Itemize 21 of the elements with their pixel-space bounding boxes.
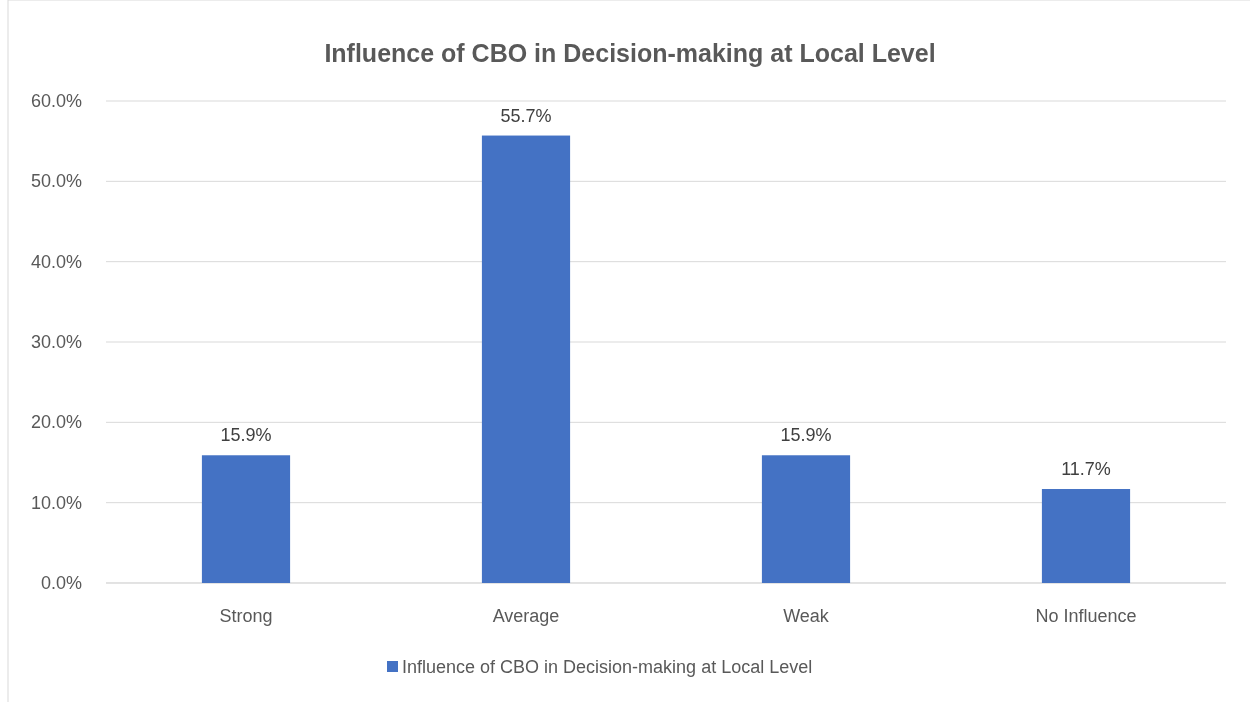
y-tick-label: 50.0%: [30, 171, 82, 192]
x-tick-label: Strong: [219, 606, 273, 626]
bar: [1041, 489, 1131, 583]
data-label: 15.9%: [220, 425, 272, 446]
x-tick-label: No Influence: [1035, 606, 1137, 626]
y-tick-label: 20.0%: [30, 412, 82, 433]
x-tick-label: Average: [492, 606, 560, 626]
data-label: 55.7%: [500, 105, 552, 126]
bar: [201, 455, 291, 583]
bar: [481, 135, 571, 583]
legend-label: Influence of CBO in Decision-making at Local Level: [402, 657, 813, 677]
y-tick-label: 0.0%: [40, 573, 82, 593]
bar: [761, 455, 851, 583]
y-tick-label: 10.0%: [30, 492, 82, 513]
y-tick-label: 40.0%: [30, 251, 82, 272]
data-label: 15.9%: [780, 425, 832, 446]
chart-title: Influence of CBO in Decision-making at Local Level: [324, 39, 936, 67]
y-tick-label: 30.0%: [30, 332, 82, 352]
x-tick-label: Weak: [783, 606, 830, 626]
data-label: 11.7%: [1061, 459, 1111, 480]
y-tick-label: 60.0%: [30, 91, 82, 111]
